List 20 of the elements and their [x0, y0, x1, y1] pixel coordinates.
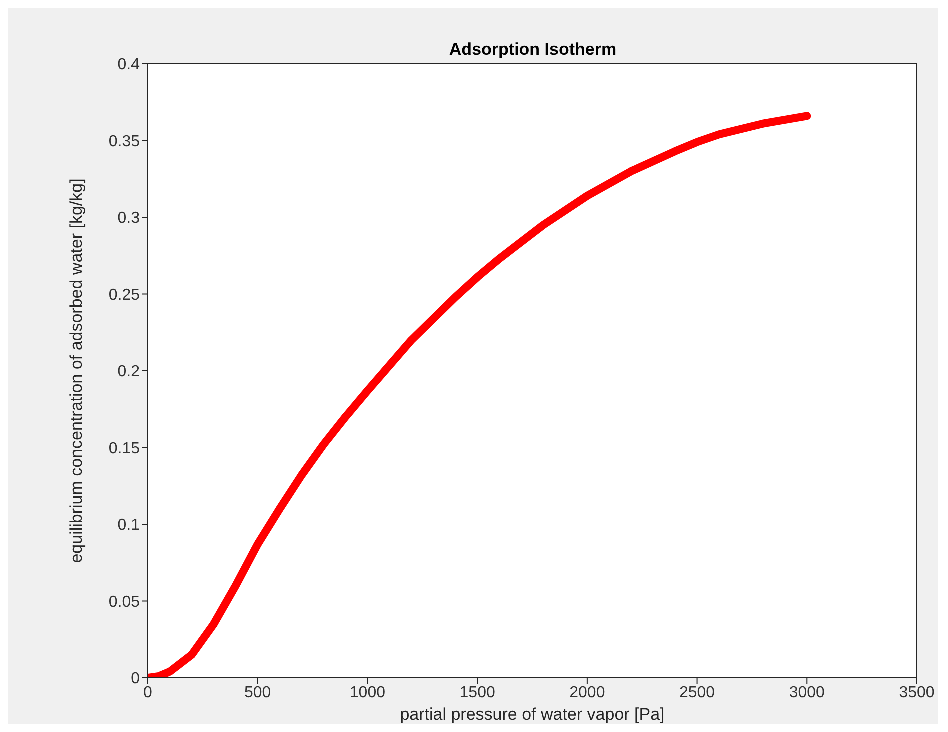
x-tick-label: 1000 [350, 684, 386, 702]
y-tick-label: 0.15 [108, 440, 140, 458]
x-tick-label: 1500 [460, 684, 496, 702]
x-tick-label: 2000 [570, 684, 606, 702]
y-tick-label: 0.35 [108, 133, 140, 150]
y-tick-label: 0.3 [118, 210, 140, 228]
y-tick-label: 0.4 [118, 56, 140, 74]
x-axis-title: partial pressure of water vapor [Pa] [400, 705, 665, 724]
x-tick-label: 500 [244, 684, 272, 702]
x-tick-label: 2500 [679, 684, 716, 702]
y-tick-label: 0.2 [118, 364, 140, 381]
x-tick-label: 3500 [899, 684, 935, 702]
y-tick-label: 0.25 [108, 286, 140, 304]
x-tick-label: 0 [144, 684, 153, 702]
y-axis-title: equilibrium concentration of adsorbed water [kg/kg] [67, 178, 86, 564]
y-tick-label: 0 [131, 670, 140, 688]
chart-title: Adsorption Isotherm [448, 40, 618, 60]
y-tick-label: 0.05 [108, 594, 140, 611]
x-tick-label: 3000 [789, 684, 826, 702]
y-tick-label: 0.1 [118, 517, 140, 534]
